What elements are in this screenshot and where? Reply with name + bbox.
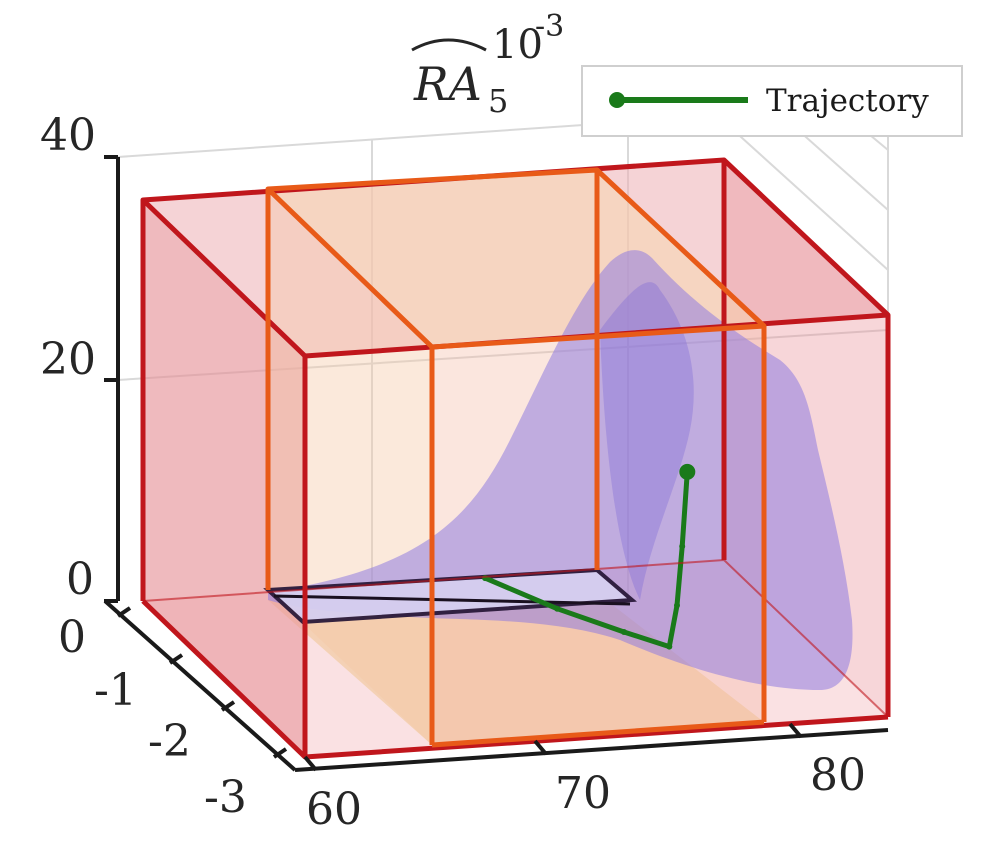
trajectory-point: [621, 629, 627, 635]
trajectory-point: [679, 543, 686, 550]
z-tick-label: 20: [40, 334, 96, 385]
hat-mark: [411, 38, 487, 52]
trajectory-point: [679, 463, 696, 480]
z-tick-label: 40: [40, 110, 96, 161]
legend-label: Trajectory: [766, 83, 929, 119]
z-ticks: [104, 155, 118, 603]
z-multiplier-exponent: -3: [535, 9, 564, 44]
legend: Trajectory: [581, 65, 963, 137]
x-tick-label: 60: [306, 784, 362, 835]
outer-box-edges: [140, 157, 891, 760]
title-subscript: 5: [488, 82, 508, 120]
legend-swatch-marker: [609, 92, 625, 108]
x-tick-label: 80: [810, 750, 866, 801]
x-ticks: [303, 722, 803, 772]
trajectory-point: [554, 605, 561, 612]
z-multiplier: 10: [492, 22, 543, 68]
x-tick-label: 70: [555, 768, 611, 819]
title-main: RA: [413, 57, 482, 111]
trajectory-point: [674, 602, 680, 609]
y-ticks: [116, 606, 288, 759]
y-tick-label: -2: [148, 716, 191, 767]
inner-box-edges: [265, 167, 767, 748]
y-tick-label: -3: [204, 772, 247, 823]
y-tick-label: 0: [58, 612, 86, 663]
chart-title: RA 5 10 -3: [411, 9, 564, 120]
trajectory-point: [666, 643, 673, 650]
y-tick-label: -1: [94, 665, 137, 716]
z-tick-label: 0: [66, 554, 94, 605]
